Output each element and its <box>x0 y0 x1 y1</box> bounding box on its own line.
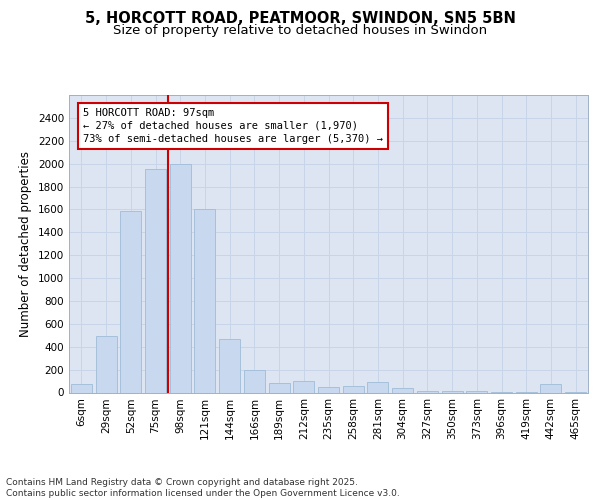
Bar <box>269 384 290 392</box>
Bar <box>392 388 413 392</box>
Bar <box>318 387 339 392</box>
Bar <box>417 391 438 392</box>
Bar <box>95 336 116 392</box>
Bar <box>343 386 364 392</box>
Bar <box>541 384 562 392</box>
Text: 5, HORCOTT ROAD, PEATMOOR, SWINDON, SN5 5BN: 5, HORCOTT ROAD, PEATMOOR, SWINDON, SN5 … <box>85 11 515 26</box>
Bar <box>244 370 265 392</box>
Bar <box>170 164 191 392</box>
Y-axis label: Number of detached properties: Number of detached properties <box>19 151 32 337</box>
Bar <box>219 338 240 392</box>
Bar <box>71 384 92 392</box>
Bar <box>367 382 388 392</box>
Bar <box>194 210 215 392</box>
Bar <box>145 170 166 392</box>
Bar <box>120 210 141 392</box>
Text: 5 HORCOTT ROAD: 97sqm
← 27% of detached houses are smaller (1,970)
73% of semi-d: 5 HORCOTT ROAD: 97sqm ← 27% of detached … <box>83 108 383 144</box>
Text: Contains HM Land Registry data © Crown copyright and database right 2025.
Contai: Contains HM Land Registry data © Crown c… <box>6 478 400 498</box>
Bar <box>293 381 314 392</box>
Text: Size of property relative to detached houses in Swindon: Size of property relative to detached ho… <box>113 24 487 37</box>
